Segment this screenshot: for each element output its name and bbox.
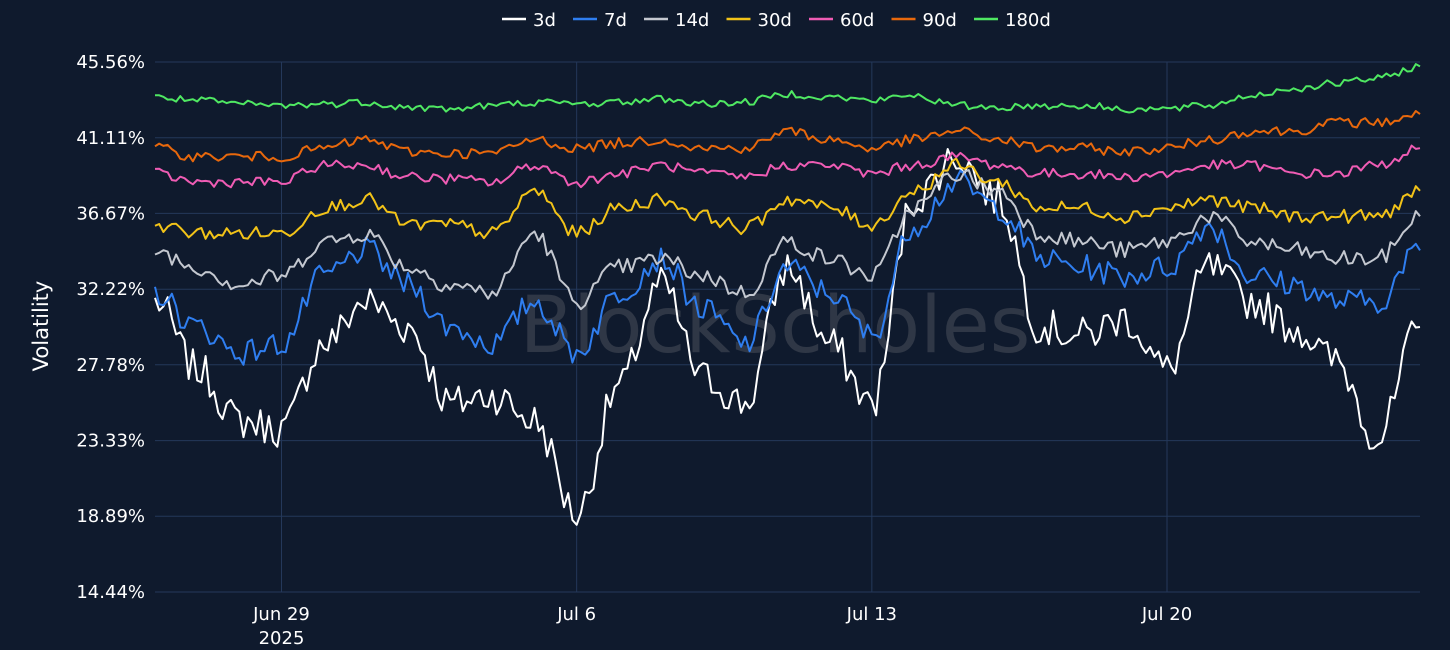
series-line-180d xyxy=(154,63,1421,114)
legend-label: 7d xyxy=(604,10,627,31)
x-axis-ticks: Jun 29 2025 Jul 6 Jul 13 Jul 20 xyxy=(252,604,1192,649)
legend-label: 30d xyxy=(758,10,792,31)
series-line-90d xyxy=(154,110,1421,163)
series-lines xyxy=(154,63,1421,526)
y-tick-label: 45.56% xyxy=(76,52,145,73)
legend: 3d 7d 14d 30d 60d 90d 180d xyxy=(502,10,1051,31)
grid xyxy=(155,61,1420,593)
y-tick-label: 14.44% xyxy=(76,582,145,603)
series-line-60d xyxy=(154,144,1421,189)
y-tick-label: 41.11% xyxy=(76,128,145,149)
x-tick-label: Jul 20 xyxy=(1141,604,1192,625)
legend-item-60d[interactable]: 60d xyxy=(809,10,874,31)
legend-item-30d[interactable]: 30d xyxy=(726,10,792,31)
legend-item-3d[interactable]: 3d xyxy=(502,10,556,31)
legend-item-7d[interactable]: 7d xyxy=(573,10,627,31)
legend-label: 60d xyxy=(840,10,874,31)
legend-item-180d[interactable]: 180d xyxy=(974,10,1051,31)
x-tick-label: Jun 29 xyxy=(252,604,310,625)
legend-label: 90d xyxy=(923,10,957,31)
legend-label: 3d xyxy=(533,10,556,31)
legend-label: 14d xyxy=(675,10,709,31)
x-tick-label: Jul 13 xyxy=(846,604,897,625)
series-line-30d xyxy=(154,157,1421,240)
watermark-text: BlockScholes xyxy=(520,281,1031,371)
series-line-14d xyxy=(154,169,1421,311)
x-tick-label: Jul 6 xyxy=(556,604,596,625)
series-line-3d xyxy=(154,148,1421,526)
y-tick-label: 27.78% xyxy=(76,355,145,376)
y-tick-label: 18.89% xyxy=(76,506,145,527)
legend-label: 180d xyxy=(1005,10,1051,31)
y-tick-label: 32.22% xyxy=(76,279,145,300)
legend-item-14d[interactable]: 14d xyxy=(644,10,709,31)
y-tick-label: 36.67% xyxy=(76,203,145,224)
y-axis-title: Volatility xyxy=(29,281,53,372)
y-axis-ticks: 45.56% 41.11% 36.67% 32.22% 27.78% 23.33% 18.8… xyxy=(76,52,145,603)
y-tick-label: 23.33% xyxy=(76,431,145,452)
legend-item-90d[interactable]: 90d xyxy=(891,10,957,31)
x-tick-year-label: 2025 xyxy=(259,628,305,649)
